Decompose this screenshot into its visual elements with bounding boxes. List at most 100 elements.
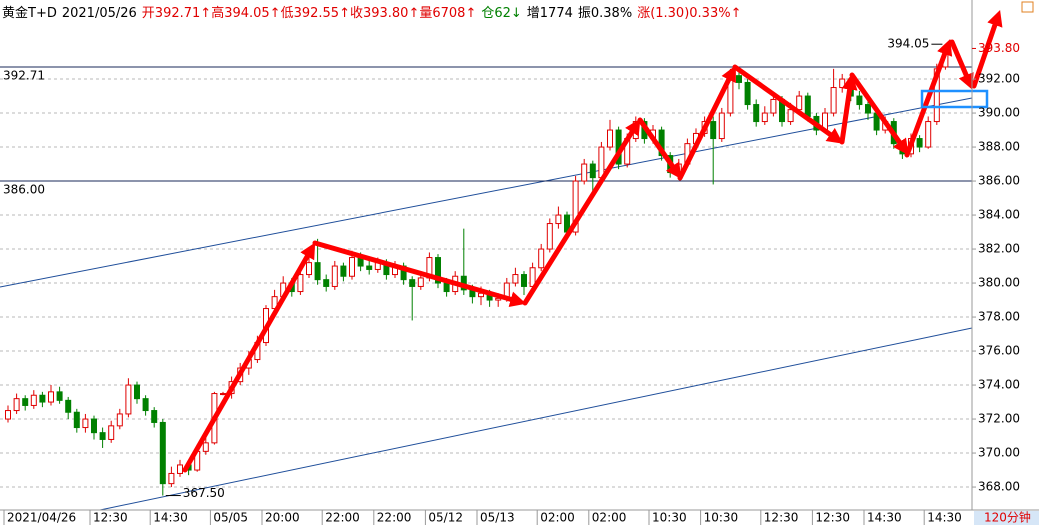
candle-body — [744, 81, 751, 106]
x-tick-label: 12:30 — [93, 511, 128, 525]
candle-body — [56, 391, 63, 401]
candle-body — [839, 78, 846, 89]
x-tick-label: 10:30 — [652, 511, 687, 525]
candle-body — [409, 279, 416, 287]
candle-body — [804, 95, 811, 117]
amplitude: 振0.38% — [577, 6, 633, 21]
candle-body — [39, 394, 46, 403]
highlight-box — [920, 89, 989, 109]
high: 高394.05↑ — [211, 6, 281, 21]
y-tick-label: 380.00 — [978, 276, 1020, 290]
candle-body — [99, 432, 106, 440]
close: 收393.80↑ — [349, 6, 420, 21]
y-tick-label: 376.00 — [978, 344, 1020, 358]
position: 仓62↓ — [481, 6, 522, 21]
axes: 368.00 370.00 372.00 374.00 376.00 378.00 380.… — [3, 37, 1020, 525]
candle-body — [22, 398, 29, 406]
x-tick-label: 14:30 — [867, 511, 902, 525]
arrow — [522, 118, 641, 306]
x-tick-label: 02:00 — [592, 511, 627, 525]
period-label: 120分钟 — [984, 510, 1031, 525]
candle-body — [82, 418, 89, 429]
arrow — [849, 72, 909, 156]
arrow — [949, 39, 974, 90]
x-tick-label: 12:30 — [764, 511, 799, 525]
candle-body — [512, 274, 519, 284]
h-line-label: 392.71 — [3, 68, 45, 82]
candle-body — [177, 464, 183, 474]
candle-body — [607, 129, 613, 148]
volume: 量6708↑ — [419, 6, 477, 21]
arrow — [904, 39, 953, 158]
candle-body — [151, 410, 158, 423]
y-tick-label: 392.00 — [978, 72, 1020, 86]
arrow — [732, 64, 844, 144]
candle-body — [598, 146, 605, 179]
y-tick-label: 378.00 — [978, 310, 1020, 324]
max-label: 394.05 — [887, 37, 929, 51]
candle-body — [495, 297, 502, 301]
symbol: 黄金T+D — [2, 6, 57, 21]
y-tick-label: 384.00 — [978, 208, 1020, 222]
candle-body — [306, 262, 312, 276]
min-label: 367.50 — [183, 486, 225, 500]
candle-body — [538, 248, 545, 269]
candle-body — [30, 394, 37, 406]
candle-body — [108, 425, 115, 440]
candle-body — [435, 257, 441, 284]
h-line-label: 386.00 — [3, 183, 45, 197]
y-tick-label: 372.00 — [978, 412, 1020, 426]
last-price-label: 393.80 — [978, 41, 1020, 55]
candle-body — [125, 384, 132, 415]
candle-body — [168, 472, 175, 485]
x-tick-label: 14:30 — [153, 511, 188, 525]
x-tick-label: 05/13 — [480, 511, 515, 525]
candle-body — [761, 112, 768, 123]
candle-body — [297, 274, 304, 293]
candle-body — [202, 442, 209, 452]
trend-arrows — [182, 9, 1003, 473]
x-tick-label: 12:30 — [815, 511, 850, 525]
candle-body — [856, 95, 863, 106]
candle-body — [331, 265, 338, 287]
x-tick-label: 14:30 — [927, 511, 962, 525]
corner-icon — [1021, 1, 1034, 13]
candle-body — [349, 257, 355, 277]
candle-body — [521, 274, 527, 287]
y-tick-label: 382.00 — [978, 242, 1020, 256]
plot-area — [0, 0, 972, 510]
low: 低392.55↑ — [280, 6, 350, 21]
arrow — [312, 240, 527, 308]
candle-body — [718, 112, 725, 140]
date: 2021/05/26 — [61, 6, 137, 21]
candle-body — [572, 180, 579, 233]
y-tick-label: 388.00 — [978, 140, 1020, 154]
open: 开392.71↑ — [141, 6, 212, 21]
header: 黄金T+D 2021/05/26 开392.71↑高394.05↑低392.55↑收… — [2, 2, 747, 21]
candle-body — [443, 282, 450, 293]
x-tick-label: 05/05 — [213, 511, 248, 525]
x-tick-label: 02:00 — [540, 511, 575, 525]
candle-body — [581, 163, 588, 182]
candle-body — [73, 411, 80, 429]
candle-body — [220, 393, 226, 396]
x-tick-label: 22:00 — [377, 511, 412, 525]
arrow — [971, 9, 1003, 89]
candle-body — [555, 214, 562, 225]
candle-body — [770, 98, 777, 114]
candle-body — [159, 421, 166, 485]
x-tick-label: 22:00 — [325, 511, 360, 525]
candle-body — [91, 418, 97, 434]
candle-body — [65, 399, 72, 413]
arrow — [677, 65, 736, 181]
candle-body — [546, 223, 553, 250]
arrow — [182, 242, 316, 473]
candle-body — [925, 121, 932, 148]
increase: 增1774 — [526, 6, 573, 21]
x-tick-label: 10:30 — [704, 511, 739, 525]
arrow — [839, 73, 858, 145]
candle-body — [323, 279, 330, 287]
y-tick-label: 374.00 — [978, 378, 1020, 392]
